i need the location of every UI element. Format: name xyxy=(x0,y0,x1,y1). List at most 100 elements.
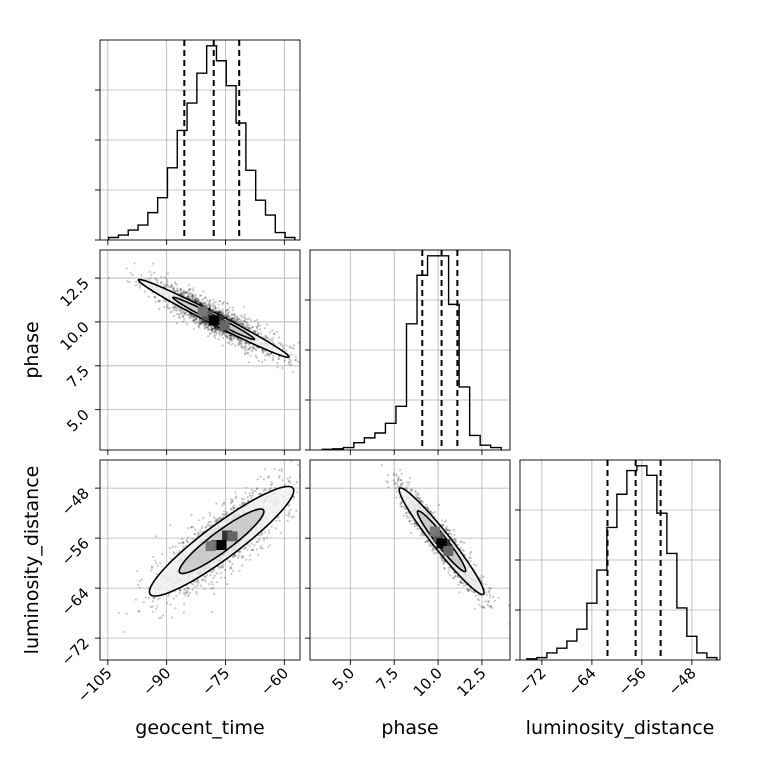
scatter-point xyxy=(221,336,224,340)
scatter-point xyxy=(189,591,192,594)
scatter-point xyxy=(213,330,216,333)
scatter-point xyxy=(445,526,448,529)
scatter-point xyxy=(194,298,197,301)
scatter-point xyxy=(196,297,199,300)
scatter-point xyxy=(476,598,480,601)
scatter-point xyxy=(165,283,168,286)
scatter-point xyxy=(172,286,175,289)
scatter-point xyxy=(232,312,235,315)
scatter-point xyxy=(260,534,263,537)
scatter-point xyxy=(443,566,446,570)
scatter-point xyxy=(227,314,230,317)
scatter-point xyxy=(188,289,191,292)
scatter-point xyxy=(203,327,207,330)
scatter-point xyxy=(182,611,185,614)
scatter-point xyxy=(144,596,147,599)
scatter-point xyxy=(469,588,472,591)
scatter-point xyxy=(198,300,201,303)
scatter-point xyxy=(261,350,265,353)
scatter-point xyxy=(216,518,219,522)
scatter-point xyxy=(186,591,189,594)
scatter-point xyxy=(273,333,276,336)
scatter-point xyxy=(206,326,209,329)
scatter-point xyxy=(416,496,419,499)
histogram-phase xyxy=(321,255,502,450)
scatter-point xyxy=(235,315,238,318)
scatter-point xyxy=(292,496,295,499)
scatter-point xyxy=(228,316,231,319)
scatter-point xyxy=(212,307,215,310)
scatter-point xyxy=(256,326,259,329)
scatter-point xyxy=(179,288,182,291)
scatter-point xyxy=(267,545,270,548)
scatter-point xyxy=(397,478,400,481)
scatter-point xyxy=(211,328,214,331)
scatter-point xyxy=(170,557,173,560)
scatter-point xyxy=(485,594,488,597)
scatter-point xyxy=(154,559,157,562)
scatter-point xyxy=(214,306,217,309)
scatter-point xyxy=(210,580,213,583)
scatter-point xyxy=(155,572,158,575)
scatter-point xyxy=(269,544,272,547)
scatter-point xyxy=(415,494,418,497)
scatter-point xyxy=(239,314,242,317)
scatter-point xyxy=(233,554,237,558)
scatter-point xyxy=(150,566,153,569)
scatter-point xyxy=(201,525,204,528)
scatter-point xyxy=(229,338,232,341)
scatter-point xyxy=(229,502,232,505)
scatter-point xyxy=(195,318,198,321)
scatter-point xyxy=(232,506,235,509)
scatter-point xyxy=(386,481,390,484)
scatter-point xyxy=(261,360,264,363)
scatter-point xyxy=(281,479,284,482)
scatter-point xyxy=(213,304,216,307)
scatter-point xyxy=(248,327,251,330)
scatter-point xyxy=(431,548,434,551)
scatter-point xyxy=(159,562,162,565)
scatter-point xyxy=(425,506,429,509)
scatter-point xyxy=(221,303,224,306)
scatter-point xyxy=(243,317,246,320)
scatter-point xyxy=(251,345,254,348)
scatter-point xyxy=(218,516,221,519)
scatter-point xyxy=(248,492,251,495)
scatter-point xyxy=(221,344,224,347)
scatter-point xyxy=(252,347,255,350)
scatter-point xyxy=(147,295,150,298)
scatter-point xyxy=(178,316,181,319)
scatter-point xyxy=(261,532,264,536)
scatter-point xyxy=(422,534,425,537)
scatter-point xyxy=(169,524,172,527)
scatter-point xyxy=(181,538,184,541)
scatter-point xyxy=(254,330,257,333)
density-cell xyxy=(222,530,233,541)
scatter-point xyxy=(245,322,248,325)
scatter-point xyxy=(268,331,271,334)
scatter-point xyxy=(249,326,252,330)
scatter-point xyxy=(158,299,162,302)
scatter-point xyxy=(166,306,169,309)
scatter-point xyxy=(173,306,176,309)
scatter-point xyxy=(427,507,430,510)
scatter-point xyxy=(182,294,185,297)
scatter-point xyxy=(186,595,190,598)
scatter-point xyxy=(241,323,244,326)
scatter-point xyxy=(185,322,188,326)
scatter-point xyxy=(273,332,276,335)
scatter-point xyxy=(258,493,261,496)
scatter-point xyxy=(198,302,202,305)
scatter-point xyxy=(147,596,150,599)
histogram-geocent_time xyxy=(107,45,296,240)
scatter-point xyxy=(233,315,236,318)
scatter-point xyxy=(288,346,291,349)
scatter-point xyxy=(224,314,227,317)
scatter-point xyxy=(169,311,172,314)
scatter-point xyxy=(272,341,275,344)
scatter-point xyxy=(219,334,222,337)
scatter-point xyxy=(221,308,224,311)
scatter-point xyxy=(191,294,194,297)
scatter-point xyxy=(268,488,271,491)
scatter-point xyxy=(194,299,197,302)
